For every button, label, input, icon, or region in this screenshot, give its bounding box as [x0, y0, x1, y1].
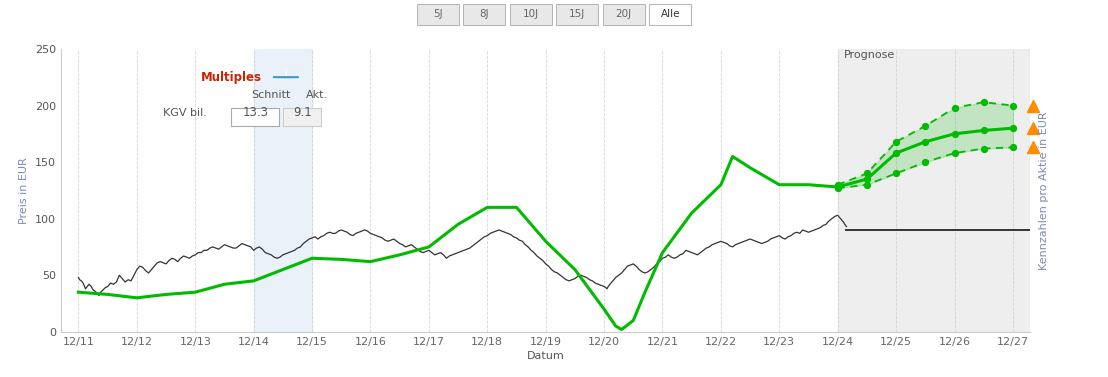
Point: [916, 123, 934, 129]
Point: [888, 150, 905, 156]
Text: 15J: 15J: [570, 9, 585, 19]
Text: 9.1: 9.1: [293, 106, 311, 119]
FancyBboxPatch shape: [283, 108, 321, 126]
Point: [975, 99, 993, 105]
Point: [858, 182, 875, 188]
Text: i: i: [285, 69, 287, 78]
Y-axis label: Preis in EUR: Preis in EUR: [20, 157, 30, 224]
Text: Akt.: Akt.: [306, 90, 328, 100]
X-axis label: Datum: Datum: [526, 351, 565, 361]
Circle shape: [273, 77, 299, 78]
Point: [888, 170, 905, 176]
Point: [858, 176, 875, 182]
Point: [1004, 125, 1022, 131]
Point: [829, 185, 847, 191]
Bar: [254, 49, 312, 332]
Point: [975, 127, 993, 133]
Text: Alle: Alle: [660, 9, 680, 19]
FancyBboxPatch shape: [232, 108, 279, 126]
Point: [829, 184, 847, 190]
Point: [916, 139, 934, 145]
Point: [945, 131, 963, 137]
Point: [945, 150, 963, 156]
Text: Schnitt: Schnitt: [250, 90, 290, 100]
Bar: [838, 49, 1043, 332]
Text: 13.3: 13.3: [243, 106, 268, 119]
Point: [888, 139, 905, 145]
Point: [858, 170, 875, 176]
Text: 5J: 5J: [433, 9, 442, 19]
Text: Prognose: Prognose: [843, 50, 895, 60]
Point: [1004, 144, 1022, 150]
Text: Multiples: Multiples: [202, 70, 263, 84]
Point: [1004, 103, 1022, 109]
Text: KGV bil.: KGV bil.: [163, 108, 207, 118]
Point: [916, 159, 934, 165]
Text: 8J: 8J: [480, 9, 489, 19]
Y-axis label: Kennzahlen pro Aktie in EUR: Kennzahlen pro Aktie in EUR: [1039, 111, 1049, 270]
Point: [975, 146, 993, 152]
Point: [829, 182, 847, 188]
Point: [945, 105, 963, 111]
Text: 10J: 10J: [523, 9, 538, 19]
Text: 20J: 20J: [616, 9, 632, 19]
